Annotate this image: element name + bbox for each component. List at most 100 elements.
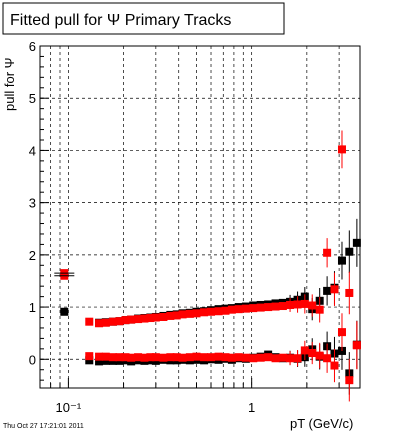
- data-point: [95, 357, 104, 366]
- data-point: [85, 352, 94, 361]
- data-point: [121, 353, 130, 362]
- data-point: [60, 307, 69, 316]
- data-point: [300, 346, 309, 355]
- data-point: [221, 353, 230, 362]
- data-point: [95, 319, 104, 328]
- data-point: [185, 353, 194, 362]
- y-tick-label: 4: [29, 143, 36, 158]
- data-point: [192, 309, 201, 318]
- axis-ticks: [40, 45, 340, 388]
- data-point: [249, 354, 258, 363]
- data-point: [293, 354, 302, 363]
- data-point: [264, 303, 273, 312]
- data-point: [330, 361, 339, 370]
- data-point: [172, 311, 181, 320]
- data-point: [286, 354, 295, 363]
- grid: [40, 45, 360, 388]
- data-point: [330, 285, 339, 294]
- data-point: [345, 288, 354, 297]
- data-point: [140, 314, 149, 323]
- data-point: [345, 376, 354, 385]
- data-point: [300, 299, 309, 308]
- data-point: [264, 353, 273, 362]
- y-tick-label: 5: [29, 91, 36, 106]
- data-point: [108, 317, 117, 326]
- data-point: [323, 248, 332, 257]
- data-point: [134, 315, 143, 324]
- y-axis-label: pull for Ψ: [2, 58, 17, 112]
- y-tick-label: 2: [29, 248, 36, 263]
- data-point: [159, 312, 168, 321]
- data-point: [308, 349, 317, 358]
- x-tick-labels: 10⁻¹ 1: [56, 400, 256, 415]
- data-point: [192, 352, 201, 361]
- data-point: [140, 353, 149, 362]
- data-point: [293, 300, 302, 309]
- data-point: [207, 307, 216, 316]
- title-box: Fitted pull for Ψ Primary Tracks: [2, 2, 285, 35]
- data-point: [185, 309, 194, 318]
- data-point: [241, 304, 250, 313]
- data-point: [134, 353, 143, 362]
- plot-frame: [39, 45, 361, 389]
- data-point: [234, 353, 243, 362]
- data-point: [151, 353, 160, 362]
- data-points: [54, 130, 361, 402]
- footer-timestamp: Thu Oct 27 17:21:01 2011: [3, 423, 84, 430]
- data-point: [200, 353, 209, 362]
- y-tick-label: 6: [29, 39, 36, 54]
- data-point: [200, 308, 209, 317]
- data-point: [207, 353, 216, 362]
- data-point: [101, 318, 110, 327]
- data-point: [214, 307, 223, 316]
- data-point: [172, 353, 181, 362]
- data-point: [286, 300, 295, 309]
- data-point: [85, 317, 94, 326]
- data-point: [101, 352, 110, 361]
- data-point: [256, 303, 265, 312]
- y-tick-labels: 0 1 2 3 4 5 6: [29, 39, 36, 367]
- data-point: [315, 351, 324, 360]
- data-point: [151, 313, 160, 322]
- data-point: [166, 311, 175, 320]
- data-point: [241, 353, 250, 362]
- data-point: [352, 341, 361, 350]
- data-point: [115, 353, 124, 362]
- data-point: [127, 315, 136, 324]
- data-point: [221, 306, 230, 315]
- data-point: [101, 356, 110, 365]
- data-point: [323, 354, 332, 363]
- data-point: [121, 316, 130, 325]
- data-point: [95, 352, 104, 361]
- data-point: [256, 353, 265, 362]
- x-axis-label: pT (GeV/c): [290, 416, 353, 431]
- data-point: [227, 353, 236, 362]
- data-point: [234, 305, 243, 314]
- y-tick-label: 1: [29, 300, 36, 315]
- data-point: [315, 305, 324, 314]
- data-point: [178, 353, 187, 362]
- data-point: [214, 352, 223, 361]
- data-point: [249, 304, 258, 313]
- data-point: [352, 238, 361, 247]
- data-point: [159, 353, 168, 362]
- data-point: [146, 353, 155, 362]
- data-point: [178, 310, 187, 319]
- data-point: [337, 256, 346, 265]
- data-point: [345, 247, 354, 256]
- y-tick-label: 3: [29, 196, 36, 211]
- data-point: [308, 301, 317, 310]
- chart-title: Fitted pull for Ψ Primary Tracks: [10, 12, 231, 29]
- data-point: [323, 286, 332, 295]
- series-3: [60, 271, 361, 402]
- data-point: [278, 302, 287, 311]
- data-point: [108, 353, 117, 362]
- y-tick-label: 0: [29, 352, 36, 367]
- data-point: [271, 302, 280, 311]
- data-point: [85, 356, 94, 365]
- series-1: [60, 130, 361, 370]
- data-point: [127, 353, 136, 362]
- x-tick-label: 10⁻¹: [56, 400, 82, 415]
- data-point: [166, 353, 175, 362]
